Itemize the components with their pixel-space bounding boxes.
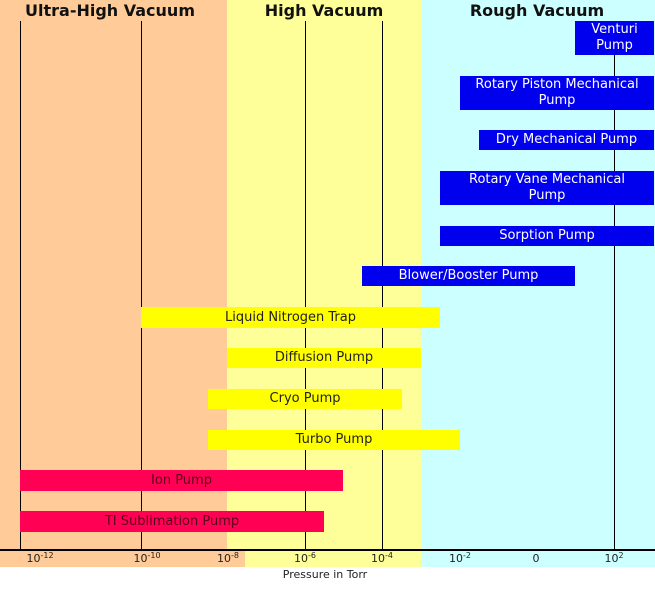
tick-base: 10	[26, 552, 41, 565]
tick-base: 10	[294, 552, 309, 565]
region-title: High Vacuum	[264, 1, 384, 20]
pump-range-bar: Ion Pump	[20, 470, 343, 491]
pump-range-bar: Venturi Pump	[575, 21, 654, 55]
tick-exponent: -8	[231, 551, 239, 560]
tick-base: 10	[604, 552, 619, 565]
x-tick-label: 10-4	[371, 551, 393, 566]
x-tick-label: 10-2	[449, 551, 471, 566]
pump-range-bar: Dry Mechanical Pump	[479, 130, 654, 150]
ultra-high-vacuum-region	[0, 0, 227, 550]
x-tick-label: 10-10	[133, 551, 161, 566]
pump-range-bar: Rotary Piston Mechanical Pump	[460, 76, 654, 110]
pump-range-bar: TI Sublimation Pump	[20, 511, 324, 532]
x-tick-label: 10-6	[294, 551, 316, 566]
x-axis-label: Pressure in Torr	[282, 568, 368, 581]
tick-base: 10	[371, 552, 386, 565]
tick-exponent: -6	[308, 551, 316, 560]
vertical-gridline	[141, 21, 142, 550]
vertical-gridline	[20, 21, 21, 550]
x-tick-label: 0	[533, 552, 540, 565]
x-tick-label: 102	[604, 551, 624, 566]
tick-base: 10	[217, 552, 232, 565]
x-tick-label: 10-12	[26, 551, 54, 566]
pump-range-bar: Diffusion Pump	[227, 348, 421, 368]
axis-strip-ultra	[0, 550, 245, 567]
tick-base: 10	[449, 552, 464, 565]
x-axis-line	[0, 549, 655, 551]
region-title: Ultra-High Vacuum	[25, 1, 195, 20]
pump-range-bar: Liquid Nitrogen Trap	[141, 307, 440, 328]
axis-strip-high	[245, 550, 421, 567]
x-tick-label: 10-8	[217, 551, 239, 566]
tick-exponent: 2	[618, 551, 624, 560]
pump-range-bar: Cryo Pump	[208, 389, 402, 409]
region-title: Rough Vacuum	[469, 1, 605, 20]
vertical-gridline	[614, 21, 615, 550]
tick-base: 10	[133, 552, 148, 565]
pump-range-bar: Sorption Pump	[440, 226, 654, 246]
pump-range-bar: Rotary Vane Mechanical Pump	[440, 171, 654, 205]
tick-exponent: -10	[147, 551, 161, 560]
pump-range-bar: Turbo Pump	[208, 430, 460, 450]
tick-exponent: -12	[40, 551, 54, 560]
tick-base: 0	[532, 552, 540, 565]
pump-range-bar: Blower/Booster Pump	[362, 266, 575, 286]
tick-exponent: -4	[385, 551, 393, 560]
axis-strip-rough	[421, 550, 655, 567]
tick-exponent: -2	[463, 551, 471, 560]
vertical-gridline	[305, 21, 306, 550]
